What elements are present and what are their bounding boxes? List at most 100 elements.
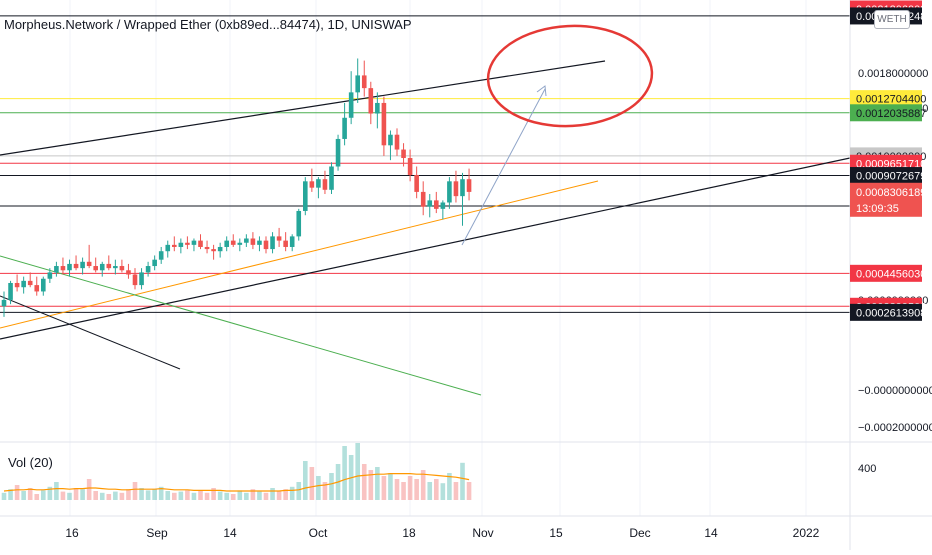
candle-body-1 bbox=[8, 282, 13, 300]
candle-body-27 bbox=[178, 242, 184, 247]
volume-bar-70 bbox=[460, 462, 465, 500]
volume-bar-19 bbox=[126, 489, 131, 500]
price-axis-label-3: −0.0000000000 bbox=[858, 385, 932, 397]
volume-bar-48 bbox=[316, 476, 321, 500]
candle-body-60 bbox=[394, 134, 400, 150]
volume-bar-36 bbox=[237, 490, 243, 500]
projection-arrowhead bbox=[536, 85, 547, 97]
upper-trendline bbox=[0, 60, 606, 156]
candle-body-70 bbox=[460, 179, 465, 197]
candle-body-29 bbox=[191, 240, 197, 245]
x-tick-label-9: 2022 bbox=[793, 526, 820, 540]
level-tag-8-bg bbox=[850, 264, 922, 282]
candle-body-47 bbox=[309, 181, 315, 188]
volume-axis-label: 400 bbox=[858, 463, 876, 475]
candle-body-65 bbox=[427, 200, 433, 207]
candle-body-8 bbox=[54, 266, 59, 273]
volume-bar-14 bbox=[93, 491, 98, 500]
volume-bar-10 bbox=[67, 492, 72, 500]
candle-body-69 bbox=[453, 181, 459, 197]
candle-body-10 bbox=[67, 263, 72, 271]
volume-bar-68 bbox=[447, 473, 452, 500]
candle-body-36 bbox=[237, 242, 243, 245]
candle-body-35 bbox=[230, 240, 236, 245]
volume-bar-33 bbox=[217, 491, 223, 500]
volume-bar-58 bbox=[381, 476, 387, 500]
level-tag-3-bg bbox=[850, 104, 922, 122]
volume-bar-35 bbox=[230, 494, 236, 500]
price-labels-layer: 0.00212060090.00166082480.00127044000.00… bbox=[850, 0, 926, 321]
volume-bar-1 bbox=[8, 489, 13, 500]
candle-body-28 bbox=[185, 242, 190, 245]
x-tick-label-0: 16 bbox=[65, 526, 79, 540]
volume-bar-17 bbox=[113, 491, 118, 500]
projection-arrow-line bbox=[461, 88, 546, 246]
volume-bar-8 bbox=[54, 482, 59, 500]
volume-bar-22 bbox=[145, 490, 151, 500]
level-tag-2: 0.0012704400 bbox=[856, 94, 926, 106]
horizontal-levels bbox=[0, 15, 850, 313]
volume-bar-50 bbox=[329, 473, 334, 500]
volume-bar-2 bbox=[14, 485, 20, 500]
volume-bar-55 bbox=[361, 464, 367, 500]
volume-bar-54 bbox=[355, 443, 360, 500]
volume-bar-34 bbox=[224, 492, 229, 500]
candle-body-19 bbox=[126, 270, 131, 275]
volume-bar-65 bbox=[427, 482, 433, 500]
drawings-layer bbox=[0, 24, 851, 396]
volume-bar-24 bbox=[158, 486, 164, 500]
candle-body-9 bbox=[60, 266, 66, 271]
candle-body-71 bbox=[466, 179, 472, 192]
candle-body-45 bbox=[296, 210, 302, 237]
volume-bar-15 bbox=[99, 492, 105, 500]
volume-bar-59 bbox=[388, 473, 393, 500]
volume-bar-18 bbox=[119, 492, 125, 500]
volume-bar-64 bbox=[420, 470, 426, 500]
candle-body-61 bbox=[401, 149, 406, 159]
volume-bar-62 bbox=[407, 476, 413, 500]
candle-body-53 bbox=[348, 92, 354, 118]
volume-bar-42 bbox=[276, 491, 282, 500]
candle-body-42 bbox=[276, 236, 282, 241]
volume-bar-67 bbox=[440, 483, 446, 500]
x-tick-label-6: 15 bbox=[549, 526, 563, 540]
currency-badge[interactable]: WETH bbox=[874, 10, 910, 29]
volume-bar-66 bbox=[434, 479, 439, 500]
candle-body-63 bbox=[414, 174, 419, 192]
candle-body-13 bbox=[86, 261, 92, 267]
volume-ma-line bbox=[3, 473, 470, 492]
candle-body-34 bbox=[224, 240, 229, 247]
candle-body-3 bbox=[21, 280, 26, 288]
volume-bar-0 bbox=[1, 492, 7, 500]
volume-bar-3 bbox=[21, 491, 26, 500]
candle-body-37 bbox=[244, 238, 249, 243]
price-axis-label-0: 0.0018000000 bbox=[858, 68, 928, 80]
candle-body-58 bbox=[381, 102, 387, 146]
candle-body-0 bbox=[1, 299, 7, 307]
level-tag-6-bg bbox=[850, 167, 922, 185]
candle-body-7 bbox=[47, 272, 53, 279]
candle-body-51 bbox=[335, 138, 341, 167]
x-tick-label-4: 18 bbox=[402, 526, 416, 540]
orange-trendline bbox=[0, 180, 599, 329]
candle-body-50 bbox=[329, 166, 334, 190]
level-tag-3: 0.0012035887 bbox=[856, 108, 926, 120]
candle-body-16 bbox=[106, 263, 112, 269]
candle-body-2 bbox=[14, 282, 20, 288]
candle-body-23 bbox=[152, 259, 157, 267]
candle-body-62 bbox=[407, 158, 413, 175]
candle-body-17 bbox=[113, 266, 118, 269]
candle-body-40 bbox=[263, 240, 269, 250]
black-short-trendline bbox=[0, 295, 181, 370]
candle-body-38 bbox=[250, 238, 256, 245]
candle-body-31 bbox=[204, 246, 210, 250]
lower-trendline bbox=[0, 157, 851, 340]
grid-layer bbox=[69, 0, 807, 516]
volume-bar-21 bbox=[139, 488, 144, 500]
volume-bar-29 bbox=[191, 492, 197, 500]
candles-layer bbox=[1, 58, 472, 317]
level-tag-6: 0.0009072679 bbox=[856, 171, 926, 183]
target-circle bbox=[486, 24, 654, 128]
